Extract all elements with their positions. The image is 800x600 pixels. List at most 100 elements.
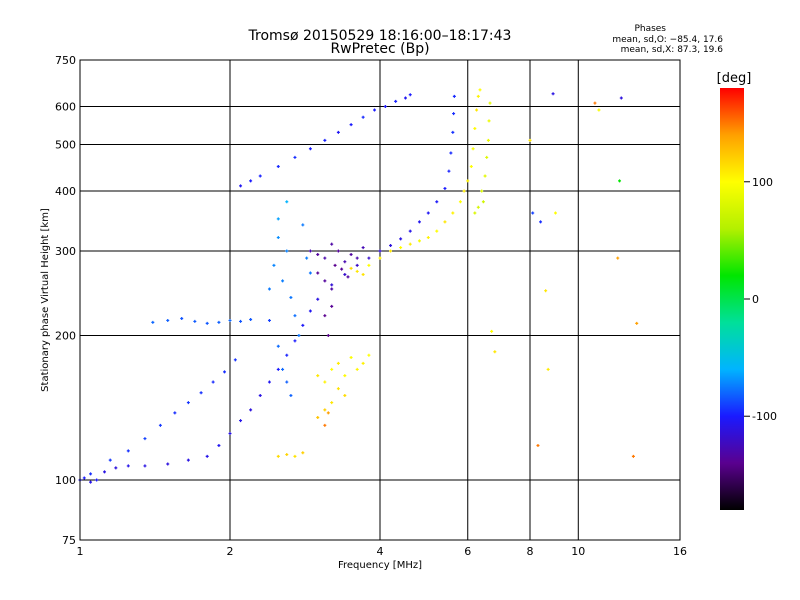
data-point [297, 334, 301, 338]
data-point [389, 244, 393, 248]
data-point [367, 263, 371, 267]
data-point [473, 126, 477, 130]
data-point [417, 220, 421, 224]
data-point [473, 211, 477, 215]
data-point [205, 321, 209, 325]
data-point [173, 411, 177, 415]
data-point [276, 344, 280, 348]
data-points [78, 88, 639, 484]
data-point [89, 480, 93, 484]
colorbar-gradient [720, 88, 744, 510]
data-point [480, 189, 484, 193]
data-point [293, 339, 297, 343]
data-point [349, 355, 353, 359]
x-tick-label: 10 [571, 545, 585, 558]
data-point [316, 415, 320, 419]
data-point [355, 263, 359, 267]
data-point [199, 391, 203, 395]
data-point [281, 279, 285, 283]
y-tick-label: 75 [62, 534, 76, 547]
y-tick-label: 100 [55, 474, 76, 487]
data-point [493, 350, 497, 354]
data-point [394, 99, 398, 103]
data-point [408, 229, 412, 233]
data-point [408, 93, 412, 97]
data-point [293, 155, 297, 159]
data-point [217, 444, 221, 448]
data-point [336, 361, 340, 365]
data-point [239, 184, 243, 188]
x-tick-label: 6 [464, 545, 471, 558]
data-point [158, 423, 162, 427]
data-point [487, 119, 491, 123]
y-tick-label: 500 [55, 139, 76, 152]
data-point [193, 319, 197, 323]
x-tick-labels: 1 2 4 6 8 10 16 [77, 545, 688, 558]
data-point [276, 367, 280, 371]
data-point [449, 151, 453, 155]
data-point [343, 260, 347, 264]
data-point [301, 223, 305, 227]
data-point [323, 423, 327, 427]
data-point [403, 96, 407, 100]
data-point [340, 267, 344, 271]
data-point [435, 200, 439, 204]
data-point [355, 256, 359, 260]
data-point [593, 101, 597, 105]
data-point [82, 476, 86, 480]
data-point [326, 411, 330, 415]
data-point [490, 329, 494, 333]
data-point [417, 239, 421, 243]
data-point [426, 236, 430, 240]
data-point [553, 211, 557, 215]
data-point [89, 472, 93, 476]
data-point [546, 367, 550, 371]
x-tick-label: 4 [377, 545, 384, 558]
data-point [217, 320, 221, 324]
data-point [443, 186, 447, 190]
data-point [330, 287, 334, 291]
y-axis-label: Stationary phase Virtual Height [km] [40, 208, 51, 392]
data-point [330, 242, 334, 246]
data-point [389, 249, 393, 253]
data-point [330, 401, 334, 405]
data-point [276, 236, 280, 240]
y-tick-label: 300 [55, 245, 76, 258]
data-point [367, 256, 371, 260]
data-point [326, 334, 330, 338]
data-point [114, 466, 118, 470]
data-point [361, 115, 365, 119]
data-point [285, 249, 289, 253]
colorbar-tick-label: -100 [752, 410, 777, 423]
data-point [426, 211, 430, 215]
data-point [355, 269, 359, 273]
data-point [631, 454, 635, 458]
data-point [367, 353, 371, 357]
data-point [349, 266, 353, 270]
data-point [233, 358, 237, 362]
data-point [361, 246, 365, 250]
y-tick-label: 200 [55, 330, 76, 343]
data-point [618, 179, 622, 183]
data-point [447, 169, 451, 173]
data-point [373, 108, 377, 112]
data-point [435, 229, 439, 233]
data-point [223, 370, 227, 374]
data-point [249, 408, 253, 412]
data-point [378, 256, 382, 260]
y-tick-label: 600 [55, 101, 76, 114]
data-point [485, 155, 489, 159]
data-point [399, 237, 403, 241]
data-point [316, 253, 320, 257]
data-point [399, 246, 403, 250]
y-tick-label: 400 [55, 185, 76, 198]
data-point [293, 314, 297, 318]
data-point [289, 394, 293, 398]
y-tick-labels: 75 100 200 300 400 500 600 750 [55, 54, 76, 547]
data-point [316, 374, 320, 378]
data-point [336, 130, 340, 134]
data-point [486, 138, 490, 142]
data-point [476, 94, 480, 98]
data-point [536, 444, 540, 448]
